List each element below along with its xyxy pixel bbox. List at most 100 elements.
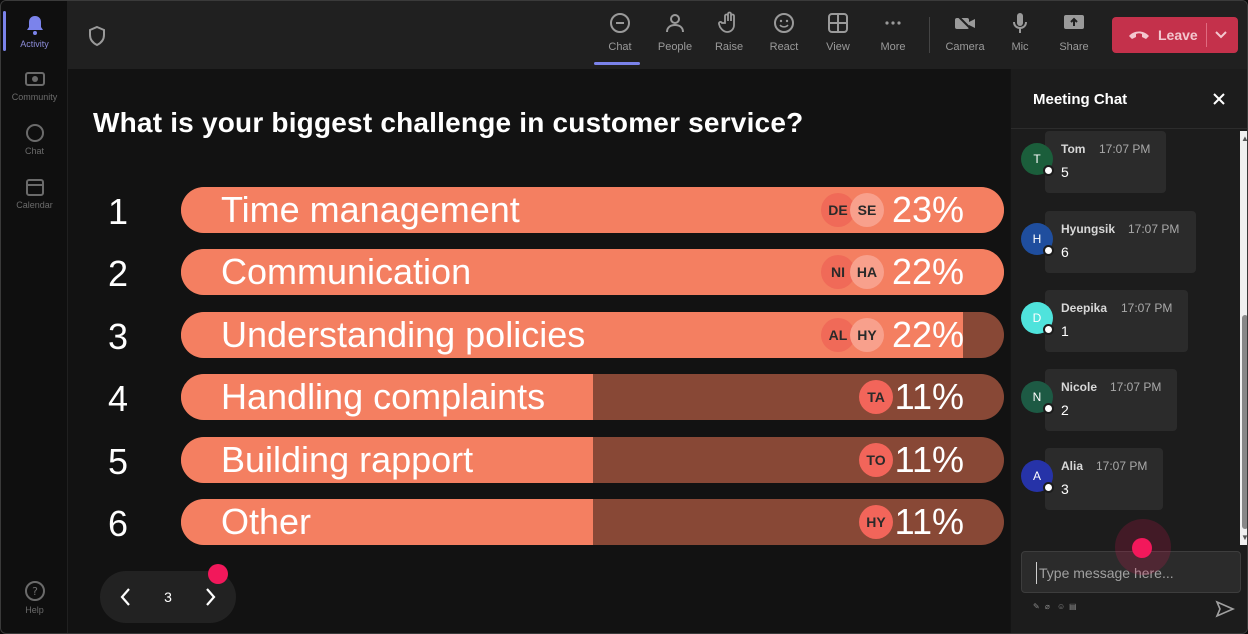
- toolbar-share-button[interactable]: Share: [1048, 11, 1100, 61]
- presence-indicator: [1043, 165, 1054, 176]
- chat-title: Meeting Chat: [1033, 91, 1128, 108]
- voter-avatar: HY: [850, 318, 884, 352]
- format-icon[interactable]: ✎: [1033, 602, 1040, 611]
- avatar[interactable]: T: [1021, 143, 1054, 176]
- sender-name: Deepika: [1061, 301, 1108, 315]
- option-bar: Handling complaints TA 11%: [181, 374, 1004, 420]
- poll-question: What is your biggest challenge in custom…: [93, 107, 804, 138]
- rail-item-help[interactable]: ? Help: [1, 571, 68, 623]
- app-rail: Activity Community Chat Calendar ? Help: [1, 1, 68, 633]
- option-bar-fill: [181, 374, 593, 420]
- poll-option-row: 1 Time management DE SE 23%: [98, 187, 1004, 235]
- community-icon: [24, 71, 45, 86]
- scroll-down-icon[interactable]: ▼: [1241, 533, 1247, 542]
- chat-scrollbar[interactable]: ▲ ▼: [1240, 131, 1247, 545]
- option-number: 2: [107, 253, 129, 294]
- toolbar-people-button[interactable]: People: [649, 11, 701, 61]
- poll-option-row: 5 Building rapport TO 11%: [98, 437, 1004, 485]
- calendar-icon: [25, 178, 44, 196]
- page-number: 3: [164, 589, 172, 605]
- presence-indicator: [1043, 324, 1054, 335]
- avatar-initial: T: [1033, 152, 1041, 166]
- scroll-thumb[interactable]: [1242, 315, 1247, 529]
- toolbar-more-button[interactable]: More: [867, 11, 919, 61]
- scroll-up-icon[interactable]: ▲: [1241, 134, 1247, 143]
- toolbar-chat-button[interactable]: Chat: [594, 11, 646, 65]
- rail-item-chat[interactable]: Chat: [1, 113, 68, 165]
- option-number: 5: [107, 441, 129, 482]
- presence-indicator: [1043, 245, 1054, 256]
- option-number: 6: [107, 503, 129, 544]
- message-time: 17:07 PM: [1110, 380, 1162, 394]
- avatar-initial: H: [1032, 232, 1042, 246]
- avatar-initial: A: [1032, 469, 1041, 483]
- voter-avatar: HA: [850, 255, 884, 289]
- gif-icon[interactable]: ▤: [1069, 602, 1077, 611]
- message-text: 1: [1061, 323, 1069, 339]
- close-icon[interactable]: [1211, 91, 1227, 107]
- option-label: Building rapport: [221, 439, 474, 480]
- message-time: 17:07 PM: [1121, 301, 1173, 315]
- meeting-toolbar: [68, 1, 1247, 69]
- message-time: 17:07 PM: [1096, 459, 1148, 473]
- sender-name: Nicole: [1061, 380, 1098, 394]
- people-icon: [666, 14, 684, 33]
- chevron-down-icon[interactable]: [1214, 28, 1228, 42]
- toolbar-camera-button[interactable]: Camera: [939, 11, 991, 61]
- toolbar-view-button[interactable]: View: [812, 11, 864, 61]
- voter-avatar: HY: [859, 505, 893, 539]
- leave-divider: [1206, 23, 1207, 47]
- option-bar-fill: [181, 437, 593, 483]
- toolbar-raise-button[interactable]: Raise: [703, 11, 755, 61]
- rail-item-activity[interactable]: Activity: [1, 5, 68, 57]
- avatar-initial: D: [1032, 311, 1042, 325]
- poll-option-row: 2 Communication NI HA 22%: [98, 249, 1004, 297]
- avatar[interactable]: H: [1021, 223, 1054, 256]
- react-label: React: [769, 41, 799, 53]
- chat-message-list: Tom 17:07 PM 5 T Hyungsik 17:07 PM 6 H Deepika 17…: [1011, 131, 1241, 545]
- toolbar-divider: [929, 17, 930, 53]
- smiley-icon: [774, 13, 794, 33]
- option-label: Other: [221, 501, 312, 542]
- more-label: More: [880, 41, 906, 53]
- leave-label: Leave: [1158, 27, 1198, 43]
- option-bar: Other HY 11%: [181, 499, 1004, 545]
- voter-avatar: SE: [850, 193, 884, 227]
- compose-box: [1021, 551, 1241, 593]
- pointer-indicator-chat: [1132, 538, 1152, 558]
- message-time: 17:07 PM: [1099, 142, 1151, 156]
- avatar[interactable]: A: [1021, 460, 1054, 493]
- chat-label: Chat: [608, 41, 632, 53]
- raise-label: Raise: [714, 41, 744, 53]
- emoji-icon[interactable]: ☺: [1057, 602, 1066, 611]
- toolbar-mic-button[interactable]: Mic: [994, 11, 1046, 61]
- shield-icon[interactable]: [87, 25, 107, 47]
- message-bubble: Alia 17:07 PM 3: [1045, 448, 1163, 510]
- grid-view-icon: [828, 13, 848, 33]
- attach-icon[interactable]: ⌀: [1045, 602, 1050, 611]
- send-icon[interactable]: [1215, 600, 1235, 618]
- voter-avatar: TO: [859, 443, 893, 477]
- avatar[interactable]: D: [1021, 302, 1054, 335]
- option-percent: 11%: [894, 376, 964, 417]
- share-screen-icon: [1064, 15, 1084, 29]
- chevron-left-icon[interactable]: [118, 585, 134, 609]
- avatar[interactable]: N: [1021, 381, 1054, 414]
- more-dots-icon: [885, 21, 901, 25]
- option-percent: 22%: [891, 314, 964, 355]
- option-bar: Understanding policies AL HY 22%: [181, 312, 1004, 358]
- option-label: Handling complaints: [221, 376, 546, 417]
- hang-up-icon: [1129, 31, 1149, 39]
- share-label: Share: [1059, 41, 1089, 53]
- leave-button[interactable]: Leave: [1112, 17, 1238, 53]
- chat-icon: [610, 13, 630, 33]
- pointer-indicator: [208, 564, 228, 584]
- chevron-right-icon[interactable]: [202, 585, 218, 609]
- rail-item-community[interactable]: Community: [1, 59, 68, 111]
- rail-item-calendar[interactable]: Calendar: [1, 167, 68, 219]
- rail-label-help: Help: [25, 604, 44, 615]
- format-toolbar: ✎ ⌀ ☺ ▤: [1033, 603, 1077, 611]
- message-input[interactable]: [1036, 562, 1232, 584]
- toolbar-react-button[interactable]: React: [758, 11, 810, 61]
- avatar-initial: N: [1032, 390, 1042, 404]
